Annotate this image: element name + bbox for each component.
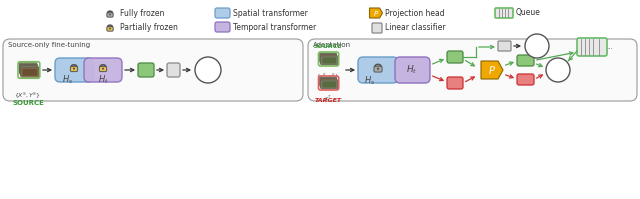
Text: $H_t$: $H_t$ bbox=[218, 22, 227, 32]
Text: $L^{IB}$: $L^{IB}$ bbox=[552, 64, 564, 76]
Text: Projection head: Projection head bbox=[385, 9, 445, 18]
Text: Source-only fine-tuning: Source-only fine-tuning bbox=[8, 42, 90, 48]
Polygon shape bbox=[369, 8, 383, 18]
Text: $x^T$: $x^T$ bbox=[324, 94, 332, 103]
FancyBboxPatch shape bbox=[319, 77, 337, 86]
FancyBboxPatch shape bbox=[495, 8, 513, 18]
Text: $P$: $P$ bbox=[373, 9, 379, 18]
Text: $C$: $C$ bbox=[374, 23, 380, 32]
Text: $C$: $C$ bbox=[501, 41, 508, 52]
Text: $H_s$: $H_s$ bbox=[364, 74, 376, 87]
FancyBboxPatch shape bbox=[320, 55, 337, 63]
Text: $Q$: $Q$ bbox=[598, 41, 606, 53]
FancyBboxPatch shape bbox=[358, 57, 398, 83]
FancyBboxPatch shape bbox=[55, 58, 93, 82]
Text: Linear classifier: Linear classifier bbox=[385, 23, 445, 32]
FancyBboxPatch shape bbox=[20, 67, 39, 77]
Text: $H_t$: $H_t$ bbox=[406, 64, 418, 76]
FancyBboxPatch shape bbox=[319, 53, 337, 62]
FancyBboxPatch shape bbox=[321, 55, 335, 60]
FancyBboxPatch shape bbox=[99, 66, 107, 72]
FancyBboxPatch shape bbox=[447, 77, 463, 89]
Text: $f^T$: $f^T$ bbox=[451, 77, 460, 89]
FancyBboxPatch shape bbox=[320, 78, 337, 88]
FancyBboxPatch shape bbox=[107, 27, 113, 31]
Circle shape bbox=[377, 67, 379, 70]
Text: Spatial transformer: Spatial transformer bbox=[233, 9, 308, 18]
FancyBboxPatch shape bbox=[70, 66, 77, 72]
Text: ...: ... bbox=[607, 44, 613, 50]
Text: TARGET: TARGET bbox=[314, 99, 342, 103]
FancyBboxPatch shape bbox=[138, 63, 154, 77]
Text: $z^T$: $z^T$ bbox=[520, 73, 531, 86]
FancyBboxPatch shape bbox=[215, 22, 230, 32]
FancyBboxPatch shape bbox=[167, 63, 180, 77]
Text: SOURCE: SOURCE bbox=[12, 100, 44, 106]
FancyBboxPatch shape bbox=[20, 66, 38, 76]
Text: $L^{ce}$: $L^{ce}$ bbox=[201, 64, 215, 75]
Text: $C$: $C$ bbox=[170, 64, 177, 75]
FancyBboxPatch shape bbox=[21, 66, 36, 73]
FancyBboxPatch shape bbox=[395, 57, 430, 83]
Text: Adaptation: Adaptation bbox=[313, 42, 351, 48]
Text: $f^S$: $f^S$ bbox=[451, 51, 460, 63]
FancyBboxPatch shape bbox=[321, 78, 335, 85]
Circle shape bbox=[525, 34, 549, 58]
Circle shape bbox=[109, 14, 111, 16]
Text: $H_s$: $H_s$ bbox=[62, 74, 74, 86]
Circle shape bbox=[195, 57, 221, 83]
Text: $Q$: $Q$ bbox=[508, 8, 515, 18]
Text: Queue: Queue bbox=[516, 9, 541, 18]
FancyBboxPatch shape bbox=[215, 8, 230, 18]
FancyBboxPatch shape bbox=[374, 66, 382, 72]
FancyBboxPatch shape bbox=[322, 82, 336, 88]
Text: Partially frozen: Partially frozen bbox=[120, 23, 178, 32]
Text: $\{x^S,y^S\}$: $\{x^S,y^S\}$ bbox=[316, 71, 340, 82]
Text: Temporal transformer: Temporal transformer bbox=[233, 22, 316, 31]
FancyBboxPatch shape bbox=[19, 63, 37, 73]
Text: Fully frozen: Fully frozen bbox=[120, 10, 164, 19]
FancyBboxPatch shape bbox=[322, 80, 335, 86]
Text: $H_t$: $H_t$ bbox=[98, 74, 108, 86]
FancyBboxPatch shape bbox=[517, 74, 534, 85]
Polygon shape bbox=[481, 61, 503, 79]
FancyBboxPatch shape bbox=[321, 80, 338, 89]
FancyBboxPatch shape bbox=[3, 39, 303, 101]
Text: $P$: $P$ bbox=[488, 64, 496, 76]
Circle shape bbox=[73, 68, 75, 70]
FancyBboxPatch shape bbox=[517, 55, 534, 66]
FancyBboxPatch shape bbox=[22, 69, 37, 76]
Text: $L^{ce}$: $L^{ce}$ bbox=[531, 41, 543, 52]
Text: $\{X^S,Y^S\}$: $\{X^S,Y^S\}$ bbox=[15, 90, 42, 100]
FancyBboxPatch shape bbox=[308, 39, 637, 101]
FancyBboxPatch shape bbox=[447, 51, 463, 63]
Text: $H_s$: $H_s$ bbox=[218, 8, 227, 18]
Circle shape bbox=[102, 68, 104, 70]
FancyBboxPatch shape bbox=[322, 56, 335, 62]
FancyBboxPatch shape bbox=[84, 58, 122, 82]
FancyBboxPatch shape bbox=[321, 56, 338, 65]
FancyBboxPatch shape bbox=[20, 64, 38, 74]
FancyBboxPatch shape bbox=[498, 41, 511, 51]
FancyBboxPatch shape bbox=[577, 38, 607, 56]
FancyBboxPatch shape bbox=[22, 67, 36, 74]
Text: $z^S$: $z^S$ bbox=[521, 54, 531, 67]
FancyBboxPatch shape bbox=[107, 13, 113, 17]
Text: $f^S$: $f^S$ bbox=[141, 64, 150, 76]
Circle shape bbox=[109, 28, 111, 29]
FancyBboxPatch shape bbox=[322, 58, 336, 63]
Circle shape bbox=[546, 58, 570, 82]
FancyBboxPatch shape bbox=[372, 23, 382, 33]
Text: SOURCE: SOURCE bbox=[314, 44, 342, 49]
FancyBboxPatch shape bbox=[20, 64, 35, 71]
